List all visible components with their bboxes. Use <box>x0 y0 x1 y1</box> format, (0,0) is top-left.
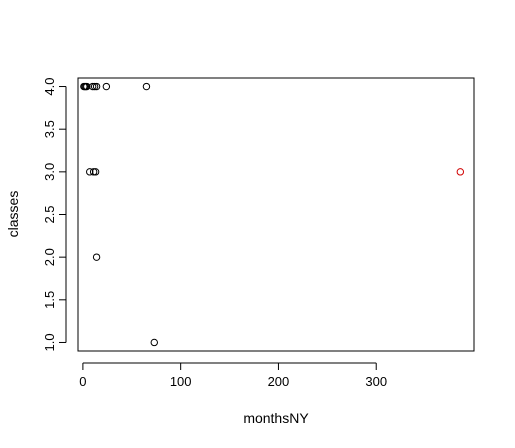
data-point <box>88 82 97 91</box>
y-tick-label: 1.5 <box>42 291 57 309</box>
x-axis-label: monthsNY <box>243 410 309 426</box>
data-point <box>90 82 99 91</box>
data-point <box>89 168 98 176</box>
data-point <box>150 338 158 347</box>
data-point <box>86 168 94 176</box>
y-tick-label: 2.0 <box>42 248 57 266</box>
data-point <box>456 168 465 176</box>
x-tick-label: 300 <box>365 374 387 389</box>
data-point <box>92 253 101 261</box>
plot-box <box>77 77 475 352</box>
x-tick-label: 200 <box>268 374 290 389</box>
y-tick-label: 3.0 <box>42 163 57 181</box>
y-tick-label: 1.0 <box>42 333 57 351</box>
data-point <box>91 168 100 176</box>
x-tick-label: 100 <box>170 374 192 389</box>
data-point <box>102 82 111 91</box>
x-axis: 0 100 200 300 <box>79 362 387 389</box>
x-tick-label: 0 <box>79 374 86 389</box>
data-point <box>92 82 101 91</box>
y-tick-label: 2.5 <box>42 205 57 223</box>
y-tick-label: 4.0 <box>42 77 57 95</box>
y-tick-label: 3.5 <box>42 120 57 138</box>
data-points <box>80 82 465 347</box>
y-axis-label: classes <box>5 191 21 238</box>
data-point <box>142 82 151 91</box>
data-point <box>83 82 91 91</box>
y-axis: 1.0 1.5 2.0 2.5 3.0 3.5 4.0 <box>42 77 67 352</box>
